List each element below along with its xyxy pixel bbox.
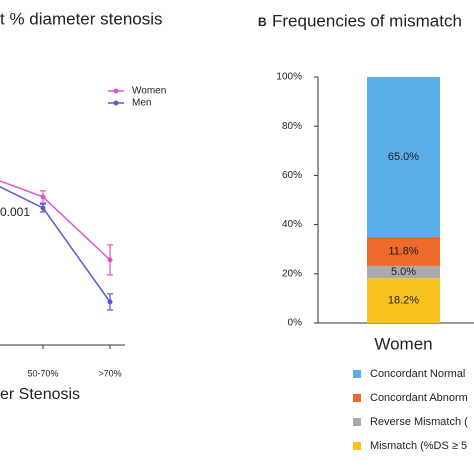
y-tick-label: 40%	[282, 219, 302, 230]
x-tick-label: 50-70%	[27, 368, 58, 378]
bar-segment	[367, 236, 440, 266]
point	[107, 299, 113, 305]
legend-swatch	[353, 442, 361, 450]
x-tick-label: Women	[374, 334, 432, 353]
chart-title: Frequencies of mismatch	[272, 11, 462, 30]
value-label: 18.2%	[388, 295, 419, 307]
legend-swatch	[353, 394, 361, 402]
x-axis-label: er Stenosis	[0, 386, 80, 403]
legend-swatch	[353, 370, 361, 378]
legend-label: Women	[132, 86, 166, 97]
x-tick-label: >70%	[98, 368, 121, 378]
y-tick-label: 20%	[282, 268, 302, 279]
bar-segment	[367, 278, 440, 323]
y-tick-label: 80%	[282, 121, 302, 132]
y-tick-label: 100%	[276, 72, 302, 83]
legend-label: Concordant Abnorm	[370, 392, 468, 404]
value-label: 5.0%	[391, 266, 416, 278]
legend-label: Reverse Mismatch (	[370, 416, 468, 428]
line	[0, 185, 111, 303]
bar-segment	[367, 265, 440, 279]
annotation: 0.001	[0, 205, 30, 219]
legend-label: Men	[132, 98, 151, 109]
y-tick-label: 0%	[288, 318, 303, 329]
value-label: 11.8%	[388, 245, 419, 257]
value-label: 65.0%	[388, 151, 419, 163]
point	[40, 194, 46, 200]
legend-marker	[113, 100, 119, 106]
legend-label: Mismatch (%DS ≥ 5	[370, 440, 467, 452]
bar-segment	[367, 77, 440, 237]
point	[40, 205, 46, 211]
y-tick-label: 60%	[282, 170, 302, 181]
legend-marker	[113, 88, 119, 94]
panel-label: B	[258, 15, 267, 29]
point	[107, 257, 113, 263]
chart-title: t % diameter stenosis	[0, 9, 163, 28]
legend-swatch	[353, 418, 361, 426]
legend-label: Concordant Normal	[370, 368, 465, 380]
